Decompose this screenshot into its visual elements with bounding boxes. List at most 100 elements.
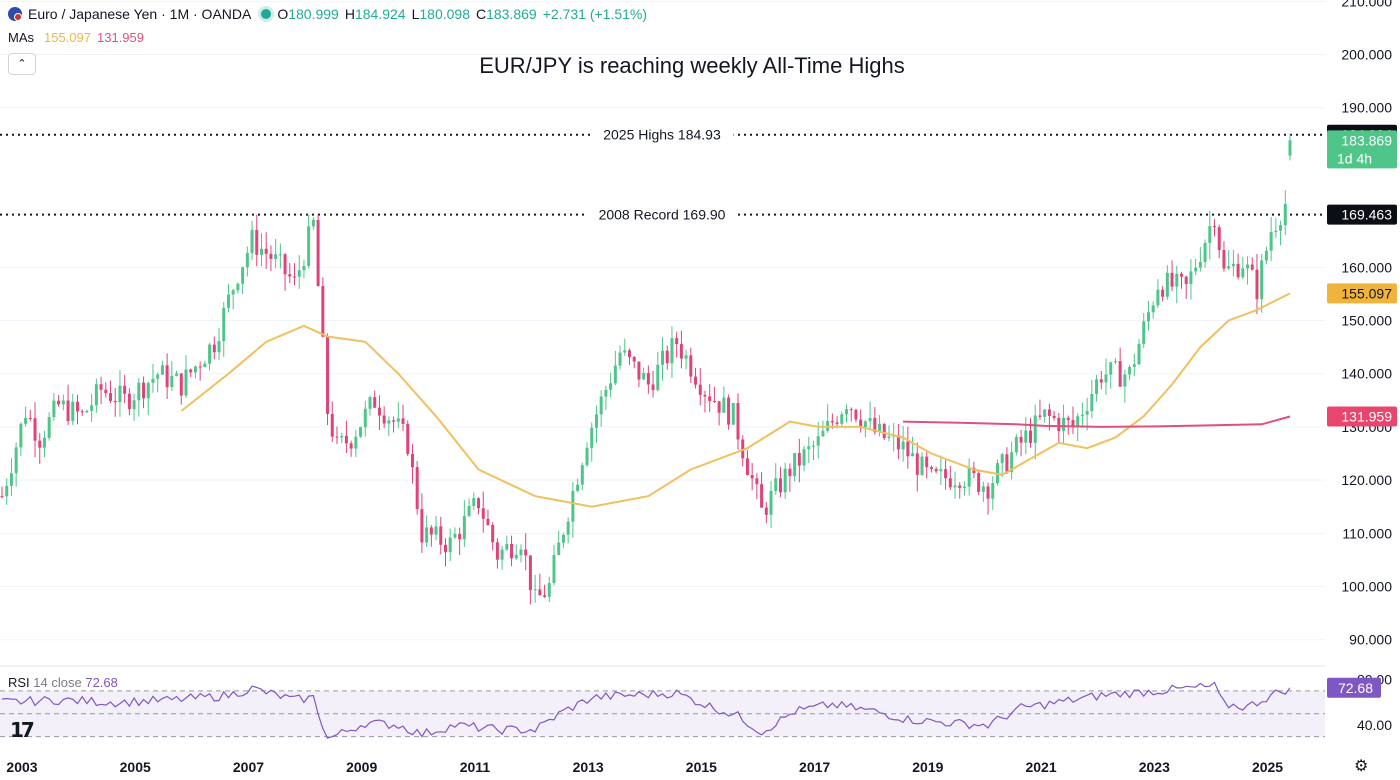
price-tick-label: 100.000 (1341, 579, 1392, 595)
candle-body (684, 355, 688, 359)
candle-body (1019, 437, 1023, 443)
candle-body (1095, 379, 1099, 395)
candle-body (566, 521, 570, 535)
candle-body (429, 527, 433, 535)
candle-body (1151, 305, 1155, 313)
candle-body (1217, 227, 1221, 251)
candle-body (1241, 268, 1245, 278)
candle-body (203, 363, 207, 368)
candle-body (1038, 415, 1042, 417)
candle-body (1227, 266, 1231, 269)
ma2-price-tag: 131.959 (1341, 408, 1392, 424)
candle-body (448, 537, 452, 553)
candle-body (547, 583, 551, 597)
candle-body (651, 384, 655, 391)
candle-body (316, 220, 320, 287)
candle-body (519, 549, 523, 556)
candle-body (1005, 454, 1009, 473)
candle-body (637, 361, 641, 380)
time-axis[interactable]: 2003 2005 2007 2009 2011 2013 2015 2017 2019 2021… (6, 759, 1283, 775)
candle-body (90, 405, 94, 411)
symbol-title[interactable]: Euro / Japanese Yen · 1M · OANDA (28, 6, 252, 22)
candle-body (1113, 361, 1117, 363)
candle-body (274, 254, 278, 259)
collapse-legend-button[interactable]: ⌃ (8, 53, 36, 75)
candle-body (793, 453, 797, 477)
candle-body (712, 401, 716, 403)
candle-body (1057, 417, 1061, 432)
symbol-legend: Euro / Japanese Yen · 1M · OANDA O 180.99… (8, 6, 653, 22)
candle-body (415, 467, 419, 510)
candle-body (179, 373, 183, 396)
price-tick-label: 210.000 (1341, 0, 1392, 9)
candle-body (745, 458, 749, 475)
candle-body (259, 248, 263, 255)
chart-title: EUR/JPY is reaching weekly All-Time High… (479, 53, 904, 78)
candle-body (1109, 362, 1113, 375)
ma-legend[interactable]: MAs 155.097 131.959 (8, 30, 150, 45)
price-tick-label: 110.000 (1342, 525, 1392, 541)
candle-body (340, 435, 344, 438)
candle-body (656, 364, 660, 391)
candle-body (137, 382, 141, 401)
candle-body (368, 397, 372, 409)
ma-legend-label: MAs (8, 30, 34, 45)
candle-body (467, 505, 471, 516)
candle-body (113, 400, 117, 403)
candle-body (1161, 289, 1165, 297)
candle-body (250, 229, 254, 253)
candle-body (854, 409, 858, 420)
candle-body (264, 248, 268, 254)
candle-body (571, 490, 575, 522)
candle-body (241, 267, 245, 284)
candle-body (123, 385, 127, 394)
low-label: L (411, 6, 420, 22)
candle-body (1066, 417, 1070, 421)
candle-body (1279, 225, 1283, 231)
gear-icon[interactable]: ⚙ (1354, 758, 1369, 775)
candle-body (189, 369, 193, 373)
tradingview-logo-icon[interactable]: 17 (10, 718, 35, 742)
candle-body (165, 365, 169, 388)
candle-body (321, 286, 325, 337)
candle-body (618, 352, 622, 366)
candle-body (845, 409, 849, 415)
candle-body (61, 400, 65, 405)
candle-body (349, 443, 353, 449)
candle-body (382, 415, 386, 424)
countdown-tag: 1d 4h (1337, 150, 1372, 166)
price-tick-label: 140.000 (1341, 366, 1392, 382)
candle-body (727, 397, 731, 425)
candle-body (524, 549, 528, 556)
year-tick-label: 2015 (686, 759, 717, 775)
candle-body (576, 484, 580, 491)
candle-body (160, 365, 164, 375)
candle-body (962, 486, 966, 489)
candle-body (151, 378, 155, 383)
candle-body (722, 397, 726, 413)
candle-body (335, 436, 339, 438)
price-tick-label: 160.000 (1341, 259, 1392, 275)
last-price-tag: 183.869 (1341, 132, 1392, 148)
candle-body (269, 253, 273, 259)
change-value: +2.731 (+1.51%) (542, 6, 648, 22)
candle-body (1104, 374, 1108, 383)
candle-body (920, 456, 924, 475)
candle-body (689, 355, 693, 377)
price-axis[interactable]: 210.000 200.000 190.000 160.000 150.000 140.0… (1325, 0, 1400, 780)
candle-body (14, 447, 18, 474)
rsi-label: RSI (8, 675, 30, 690)
candle-body (1071, 420, 1075, 427)
candle-body (1231, 263, 1235, 267)
candle-body (731, 403, 735, 425)
candle-body (1283, 204, 1287, 226)
candle-body (1047, 409, 1051, 416)
candle-body (212, 344, 216, 353)
rsi-legend[interactable]: RSI 14 close 72.68 (8, 675, 118, 690)
candle-body (104, 389, 108, 394)
candle-body (967, 467, 971, 487)
candle-body (231, 290, 235, 295)
candle-body (627, 350, 631, 358)
candle-body (19, 423, 23, 448)
